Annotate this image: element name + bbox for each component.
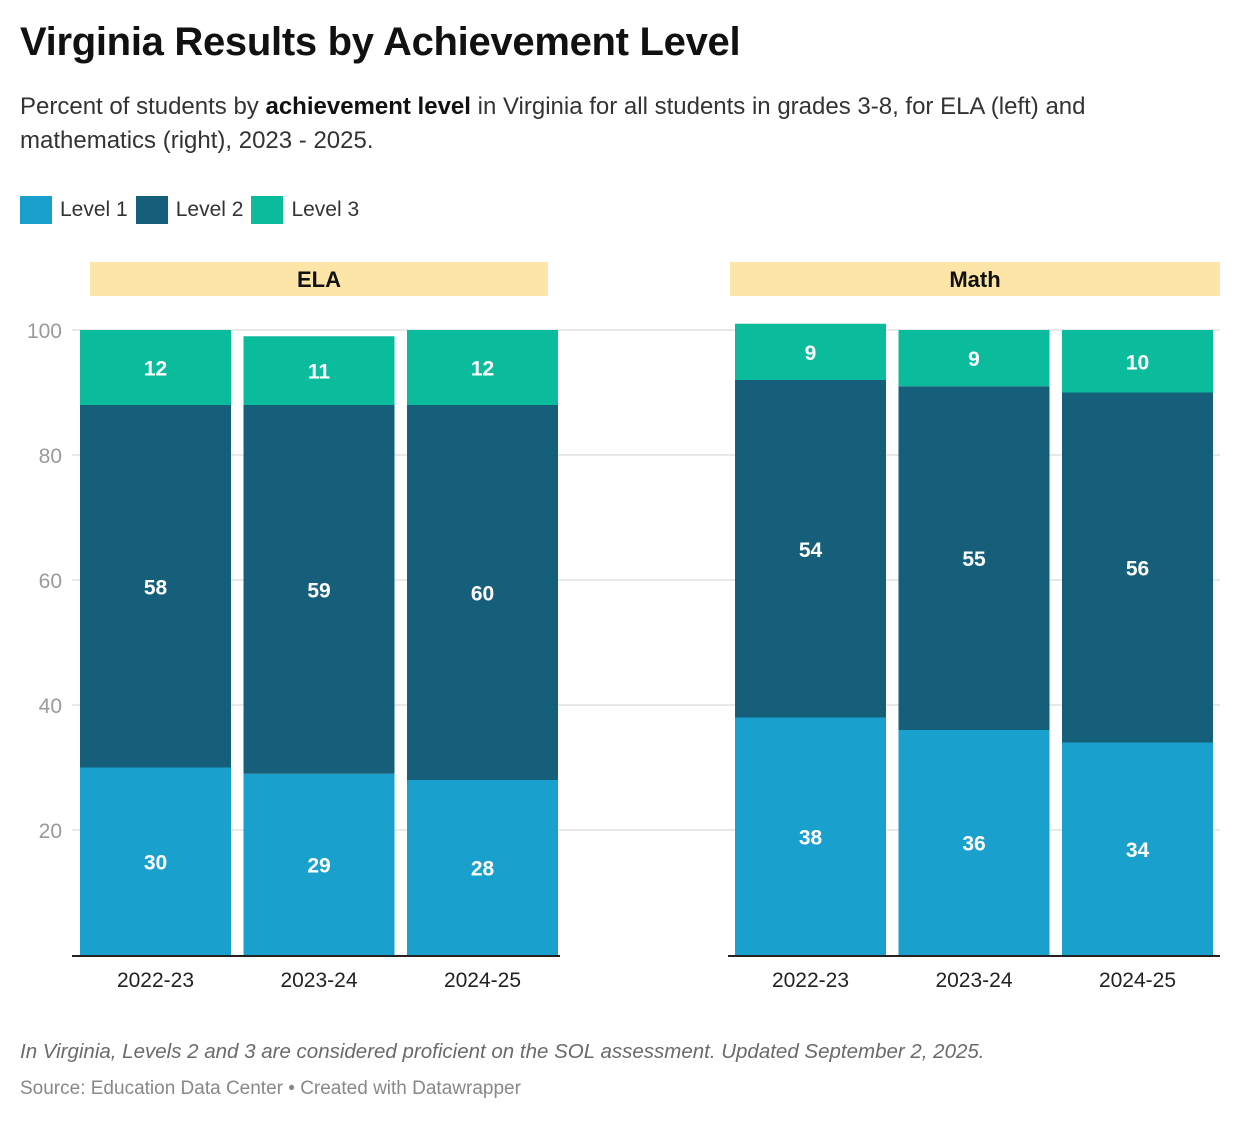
source-line: Source: Education Data Center • Created … (20, 1078, 521, 1099)
x-tick-label-ela-2022-23: 2022-23 (117, 969, 194, 992)
legend-item-level-3: Level 3 (251, 196, 359, 224)
panel-header-math (730, 262, 1220, 296)
data-label-math-2022-23-level-3: 9 (805, 342, 817, 365)
legend-swatch-level-2 (135, 196, 168, 224)
bar-ela-2022-23-level-1 (80, 767, 231, 955)
legend-swatch-level-1 (20, 196, 52, 224)
bar-ela-2024-25-level-3 (407, 330, 558, 405)
legend-swatch-level-3 (251, 196, 284, 224)
legend-label-level-3: Level 3 (291, 198, 360, 221)
data-label-math-2024-25-level-1: 34 (1126, 839, 1150, 862)
x-tick-label-math-2023-24: 2023-24 (935, 969, 1012, 992)
bar-math-2022-23-level-2 (735, 380, 886, 718)
x-tick-label-ela-2023-24: 2023-24 (280, 969, 357, 992)
y-tick-label-100: 100 (27, 320, 62, 343)
bar-math-2022-23-level-3 (735, 323, 886, 380)
subtitle-emphasis: achievement level (265, 93, 471, 120)
bar-math-2023-24-level-3 (898, 330, 1050, 387)
data-label-ela-2023-24-level-1: 29 (307, 854, 330, 877)
data-label-math-2022-23-level-1: 38 (799, 826, 823, 849)
data-label-ela-2022-23-level-2: 58 (144, 576, 168, 599)
data-label-ela-2023-24-level-3: 11 (308, 361, 331, 384)
legend-item-level-2: Level 2 (135, 196, 244, 224)
data-label-ela-2023-24-level-2: 59 (307, 579, 330, 602)
bar-math-2024-25-level-3 (1062, 330, 1213, 393)
subtitle-text-end: in Virginia for all students in grades 3… (20, 93, 1086, 154)
subtitle-text-start: Percent of students by (20, 93, 266, 120)
bar-math-2022-23-level-1 (735, 717, 886, 955)
data-label-ela-2024-25-level-2: 60 (471, 583, 494, 606)
y-tick-label-20: 20 (39, 820, 62, 843)
legend-label-level-1: Level 1 (60, 198, 128, 221)
legend-item-level-1: Level 1 (20, 196, 128, 224)
bar-ela-2023-24-level-2 (243, 405, 395, 774)
bar-ela-2023-24-level-3 (243, 336, 395, 405)
data-label-math-2024-25-level-2: 56 (1126, 558, 1149, 581)
y-tick-label-80: 80 (39, 445, 62, 468)
panel-header-ela (90, 262, 548, 296)
x-tick-label-math-2024-25: 2024-25 (1099, 969, 1176, 992)
bar-math-2023-24-level-2 (898, 386, 1050, 730)
data-label-math-2023-24-level-3: 9 (968, 348, 980, 371)
data-label-math-2024-25-level-3: 10 (1126, 351, 1149, 374)
chart-title: Virginia Results by Achievement Level (20, 20, 741, 64)
data-label-math-2023-24-level-1: 36 (962, 833, 985, 856)
footnote: In Virginia, Levels 2 and 3 are consider… (20, 1040, 985, 1063)
legend-label-level-2: Level 2 (175, 198, 244, 221)
panel-title-ela: ELA (297, 267, 341, 292)
chart-subtitle: Percent of students by achievement level… (20, 90, 1220, 158)
bar-ela-2022-23-level-2 (80, 405, 231, 768)
chart-legend: Level 1 Level 2 Level 3 (20, 196, 367, 224)
bar-ela-2024-25-level-2 (407, 405, 558, 780)
y-tick-label-60: 60 (39, 570, 62, 593)
data-label-math-2023-24-level-2: 55 (962, 548, 986, 571)
bar-math-2023-24-level-1 (898, 730, 1050, 955)
bar-ela-2024-25-level-1 (407, 780, 558, 955)
data-label-ela-2024-25-level-1: 28 (471, 858, 495, 881)
stacked-bar-chart: 20 40 60 80 100 ELA 30 58 12 2022-23 29 59 11 2023-24… (27, 262, 1220, 992)
data-label-math-2022-23-level-2: 54 (799, 539, 823, 562)
data-label-ela-2022-23-level-1: 30 (144, 851, 167, 874)
bar-ela-2023-24-level-1 (243, 773, 395, 955)
y-tick-label-40: 40 (39, 695, 62, 718)
bar-math-2024-25-level-1 (1062, 742, 1213, 955)
x-tick-label-math-2022-23: 2022-23 (772, 969, 849, 992)
data-label-ela-2024-25-level-3: 12 (471, 358, 494, 381)
bar-math-2024-25-level-2 (1062, 392, 1213, 743)
bar-ela-2022-23-level-3 (80, 330, 231, 405)
panel-title-math: Math (949, 267, 1000, 292)
x-tick-label-ela-2024-25: 2024-25 (444, 969, 521, 992)
data-label-ela-2022-23-level-3: 12 (144, 358, 167, 381)
